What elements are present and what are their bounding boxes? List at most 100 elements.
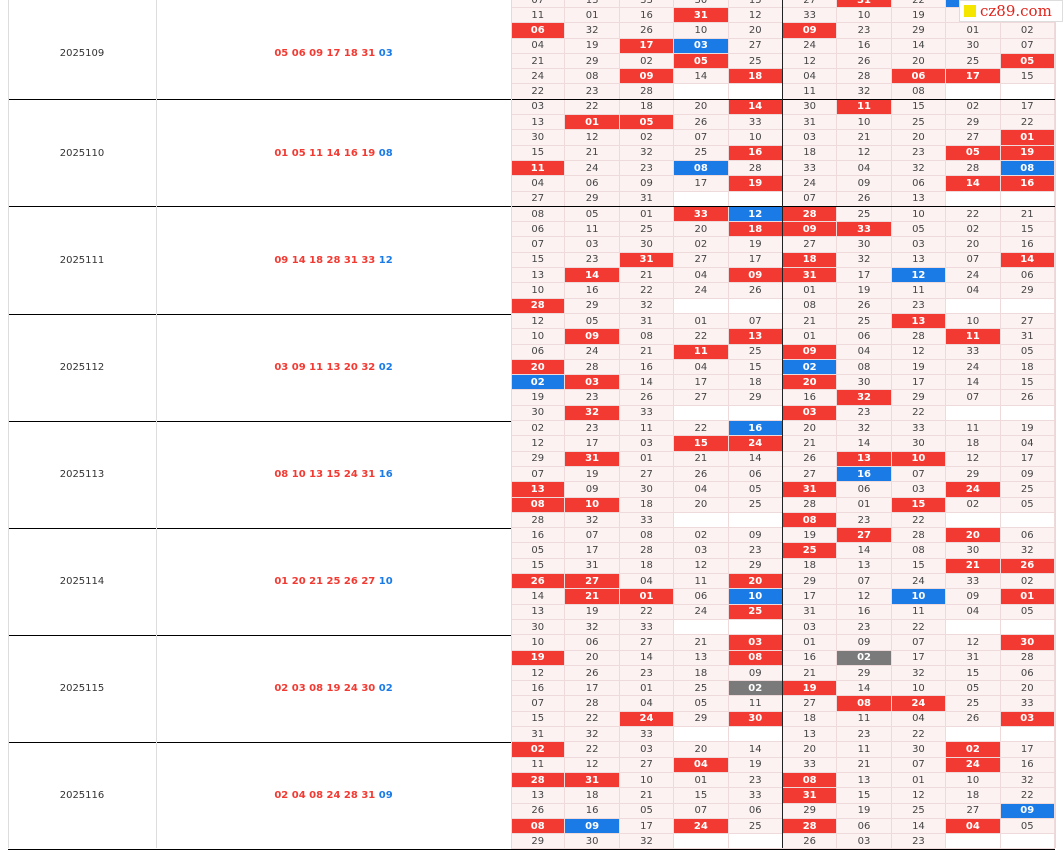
number-cell: 25 [728,497,783,513]
number-cell: 02 [946,497,1001,513]
number-cell: 25 [946,53,1001,70]
number-cell: 15 [891,558,947,575]
number-cell: 08 [511,497,566,513]
number-cell: 30 [891,742,947,758]
number-cell: 19 [891,8,947,24]
number-cell: 22 [674,329,729,345]
number-cell: 22 [565,99,620,116]
blue-ball: 08 [378,147,393,159]
number-cell: 28 [782,818,838,835]
left-border [8,0,9,848]
number-cell: 11 [511,160,566,177]
number-cell: 26 [674,115,729,131]
number-cell: 09 [728,665,783,682]
number-cell: 02 [619,53,675,70]
number-cell [728,619,783,636]
number-cell: 27 [1000,314,1055,330]
number-cell: 20 [511,359,566,376]
issue-number: 2025115 [59,683,105,695]
number-cell: 12 [565,757,620,773]
site-logo[interactable]: cz89.com [959,0,1063,22]
number-cell: 07 [511,466,566,483]
number-cell [674,84,729,100]
number-cell: 19 [891,359,947,376]
number-grid: 08 05 01 33 12 28 25 10 22 21 06 11 25 20 18 09 33 05 02 15… [511,206,1055,314]
number-cell: 04 [511,176,566,192]
number-cell: 07 [565,528,620,544]
number-cell: 09 [946,589,1001,605]
number-cell: 27 [728,38,783,54]
drawn-numbers: 01 20 21 25 26 27 10 [156,528,511,635]
number-cell: 03 [674,38,729,54]
number-cell: 29 [674,711,729,728]
number-cell: 10 [511,329,566,345]
number-cell: 01 [619,206,675,223]
number-cell: 26 [837,298,892,314]
red-balls: 02 04 08 24 28 31 [274,790,379,802]
number-cell: 27 [782,237,838,253]
number-cell: 20 [946,528,1001,544]
number-cell [946,191,1001,207]
number-cell: 04 [674,359,729,376]
number-cell: 01 [1000,130,1055,146]
number-cell: 26 [511,574,566,590]
number-cell: 12 [782,53,838,70]
number-cell: 25 [728,344,783,360]
number-cell: 27 [782,0,838,9]
number-cell: 15 [511,711,566,728]
number-cell: 22 [565,742,620,758]
number-cell: 26 [511,803,566,819]
number-cell: 18 [619,99,675,116]
number-cell: 19 [1000,421,1055,437]
number-cell: 08 [891,543,947,559]
drawn-numbers: 03 09 11 13 20 32 02 [156,314,511,421]
number-cell: 08 [674,160,729,177]
issue-number: 2025109 [59,48,105,60]
number-cell [946,84,1001,100]
number-cell [946,512,1001,529]
number-cell: 32 [837,390,892,406]
number-cell: 15 [891,99,947,116]
number-cell: 25 [946,696,1001,712]
number-cell: 06 [1000,665,1055,682]
number-cell: 11 [674,574,729,590]
number-cell: 01 [565,8,620,24]
blue-ball: 03 [378,48,393,60]
number-cell: 14 [565,268,620,284]
number-cell: 04 [837,344,892,360]
number-cell: 32 [1000,543,1055,559]
number-cell: 19 [511,650,566,666]
number-cell: 11 [619,421,675,437]
number-cell: 13 [511,604,566,620]
number-cell: 11 [511,757,566,773]
number-cell: 33 [619,0,675,9]
number-cell: 08 [891,84,947,100]
number-cell: 27 [946,803,1001,819]
number-cell: 10 [565,497,620,513]
number-cell: 24 [619,711,675,728]
number-cell [1000,727,1055,743]
number-cell: 17 [674,375,729,391]
number-cell: 15 [1000,222,1055,238]
number-cell: 24 [946,359,1001,376]
number-cell: 09 [837,635,892,651]
number-cell: 05 [619,115,675,131]
number-cell: 12 [891,268,947,284]
number-cell: 27 [565,574,620,590]
number-cell: 14 [619,375,675,391]
number-cell: 13 [511,115,566,131]
number-cell: 08 [782,512,838,529]
number-cell: 09 [565,482,620,498]
number-cell: 21 [782,436,838,452]
number-cell: 25 [728,604,783,620]
number-cell: 22 [674,421,729,437]
number-cell: 21 [619,268,675,284]
number-cell: 17 [565,543,620,559]
drawn-numbers: 01 05 11 14 16 19 08 [156,100,511,207]
number-cell: 07 [511,696,566,712]
number-cell: 22 [1000,788,1055,804]
number-cell: 09 [728,268,783,284]
number-cell: 31 [1000,329,1055,345]
number-cell [946,834,1001,850]
number-cell: 21 [782,314,838,330]
